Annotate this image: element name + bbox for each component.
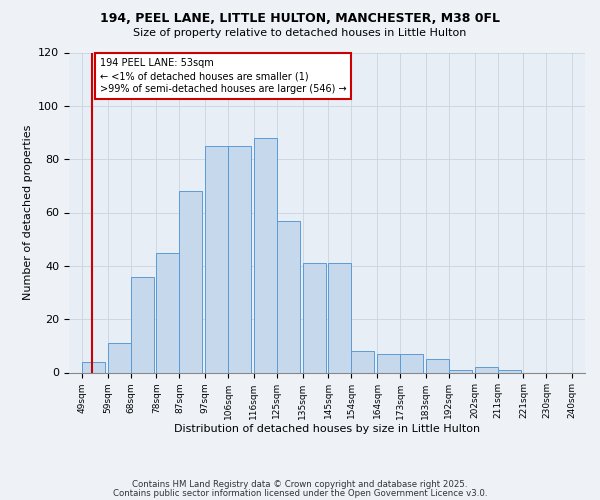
Bar bbox=[107, 343, 131, 372]
Text: Size of property relative to detached houses in Little Hulton: Size of property relative to detached ho… bbox=[133, 28, 467, 38]
Bar bbox=[156, 252, 179, 372]
Bar bbox=[475, 367, 498, 372]
Bar bbox=[254, 138, 277, 372]
Bar bbox=[302, 263, 326, 372]
Bar bbox=[328, 263, 352, 372]
Bar bbox=[82, 362, 105, 372]
Text: Contains public sector information licensed under the Open Government Licence v3: Contains public sector information licen… bbox=[113, 488, 487, 498]
Bar bbox=[426, 359, 449, 372]
Bar bbox=[400, 354, 423, 372]
Bar bbox=[449, 370, 472, 372]
X-axis label: Distribution of detached houses by size in Little Hulton: Distribution of detached houses by size … bbox=[174, 424, 480, 434]
Bar bbox=[228, 146, 251, 372]
Bar bbox=[498, 370, 521, 372]
Bar bbox=[179, 191, 202, 372]
Bar bbox=[377, 354, 400, 372]
Bar bbox=[131, 276, 154, 372]
Bar bbox=[205, 146, 228, 372]
Bar bbox=[277, 220, 300, 372]
Text: 194, PEEL LANE, LITTLE HULTON, MANCHESTER, M38 0FL: 194, PEEL LANE, LITTLE HULTON, MANCHESTE… bbox=[100, 12, 500, 26]
Y-axis label: Number of detached properties: Number of detached properties bbox=[23, 125, 32, 300]
Text: Contains HM Land Registry data © Crown copyright and database right 2025.: Contains HM Land Registry data © Crown c… bbox=[132, 480, 468, 489]
Text: 194 PEEL LANE: 53sqm
← <1% of detached houses are smaller (1)
>99% of semi-detac: 194 PEEL LANE: 53sqm ← <1% of detached h… bbox=[100, 58, 346, 94]
Bar bbox=[352, 351, 374, 372]
